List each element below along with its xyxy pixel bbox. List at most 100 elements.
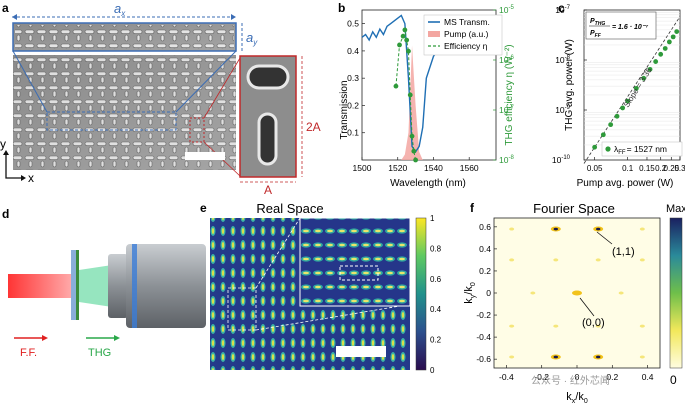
c-xtick-label: 0.3 [674, 164, 685, 173]
legend-transm: MS Transm. [444, 17, 490, 27]
panel-c-letter: c [558, 1, 565, 15]
fourier-spot [530, 291, 536, 295]
c-point [592, 144, 598, 150]
fourier-spot [572, 290, 582, 296]
axis-x-label: x [28, 171, 34, 185]
efficiency-point [400, 33, 406, 39]
ff-label: F.F. [20, 347, 37, 359]
c-ylabel: THG avg. power (W) [564, 39, 575, 131]
formula-den: PFF [590, 30, 602, 39]
fourier-spot [639, 324, 645, 328]
panel-f-letter: f [470, 201, 475, 215]
c-point [620, 105, 626, 111]
fourier-spot-core [595, 227, 601, 231]
metasurface-layer [76, 250, 79, 320]
legend-eff: Efficiency η [444, 41, 488, 51]
ff-arrowhead [42, 335, 48, 341]
real-space-zoom-inset [299, 217, 411, 307]
f-ytick-label: 0.4 [479, 244, 491, 254]
c-point [647, 66, 653, 72]
unitcell-highlight-box [46, 111, 177, 131]
b-ytick-right-label: 10-7 [499, 105, 514, 115]
fourier-spots [509, 226, 645, 360]
xy-axis-arrows [3, 150, 26, 181]
axis-y-label: y [0, 137, 6, 151]
b-ytick-label: 0.4 [347, 46, 359, 56]
annotation-00: (0,0) [582, 317, 605, 329]
f-xlabel: kx/k0 [566, 391, 588, 405]
f-ytick-label: 0 [486, 288, 491, 298]
c-point [666, 39, 672, 45]
c-point [662, 46, 668, 51]
panel-b-letter: b [338, 1, 345, 15]
fourier-spot [509, 324, 515, 328]
e-zoom-line-2 [255, 305, 401, 331]
efficiency-point [411, 148, 417, 154]
thg-arrowhead [114, 335, 120, 341]
c-legend: λFF= 1527 nm [601, 141, 683, 157]
b-xtick-label: 1500 [353, 163, 372, 173]
b-ytick-label: 0.5 [347, 19, 359, 29]
c-xlabel: Pump avg. power (W) [577, 178, 674, 189]
b-ylabel-left: Transmission [339, 80, 350, 139]
f-xtick-label: 0.4 [642, 372, 654, 382]
e-colorbar-tick-label: 0.8 [430, 244, 442, 253]
efficiency-point [397, 42, 402, 48]
legend-pump-swatch [428, 31, 440, 37]
c-ytick-label: 10-10 [552, 155, 571, 165]
zoom-line-right [175, 50, 237, 113]
efficiency-point [409, 133, 415, 139]
fourier-spot [639, 258, 645, 262]
e-colorbar-ticks: 1 0.8 0.6 0.4 0.2 0 [430, 214, 442, 375]
c-legend-marker [605, 146, 611, 152]
f-xtick-label: 0.2 [606, 372, 618, 382]
c-legend-text: λFF= 1527 nm [614, 144, 667, 156]
f-ylabel: ky/k0 [463, 282, 477, 304]
panel-a-letter: a [2, 1, 9, 15]
fourier-spot [553, 258, 559, 262]
efficiency-point [404, 37, 410, 43]
objective-ring [132, 244, 137, 328]
b-xtick-label: 1520 [388, 163, 407, 173]
c-point [658, 51, 664, 57]
thg-label: THG [88, 347, 111, 359]
c-point [633, 86, 639, 91]
e-colorbar-tick-label: 1 [430, 214, 435, 223]
formula-num: PTHG [590, 18, 605, 27]
c-ytick-label: 10-9 [555, 105, 570, 115]
c-xtick-label: 0.1 [622, 164, 634, 173]
c-formula-box: PTHG PFF = 1.6 · 10⁻⁷ [585, 11, 657, 40]
c-fit-line [583, 16, 681, 164]
b-ytick-right-label: 10-6 [499, 55, 514, 65]
b-xlabel: Wavelength (nm) [390, 178, 466, 189]
ay-label: ay [246, 30, 258, 47]
legend-pump: Pump (a.u.) [444, 29, 489, 39]
ax-label: ax [114, 1, 126, 18]
f-xtick-label: -0.2 [534, 372, 549, 382]
e-colorbar-tick-label: 0.6 [430, 275, 442, 284]
fourier-spot [639, 227, 645, 231]
b-legend: MS Transm. Pump (a.u.) Efficiency η [423, 14, 503, 56]
fourier-spot [595, 324, 601, 328]
vertical-rod [257, 112, 278, 166]
c-point [674, 29, 680, 34]
f-cbar-min: 0 [670, 373, 677, 387]
panel-e-letter: e [200, 201, 207, 215]
c-point [625, 98, 631, 104]
e-colorbar-tick-label: 0 [430, 366, 435, 375]
b-ytick-label: 0.3 [347, 73, 359, 83]
f-cbar-max: Max [666, 203, 685, 215]
fourier-spot [553, 324, 559, 328]
f-ytick-label: -0.2 [476, 310, 491, 320]
panel-d-letter: d [2, 207, 9, 221]
fourier-spot [509, 227, 515, 231]
c-point [641, 75, 647, 81]
fourier-spot-core [595, 355, 601, 359]
e-title: Real Space [256, 201, 323, 216]
horizontal-rod [246, 64, 290, 90]
b-ytick-label: 0.1 [347, 128, 359, 138]
efficiency-point [406, 48, 411, 54]
fourier-spot-core [553, 227, 559, 231]
c-xtick-label: 0.15 [639, 164, 655, 173]
